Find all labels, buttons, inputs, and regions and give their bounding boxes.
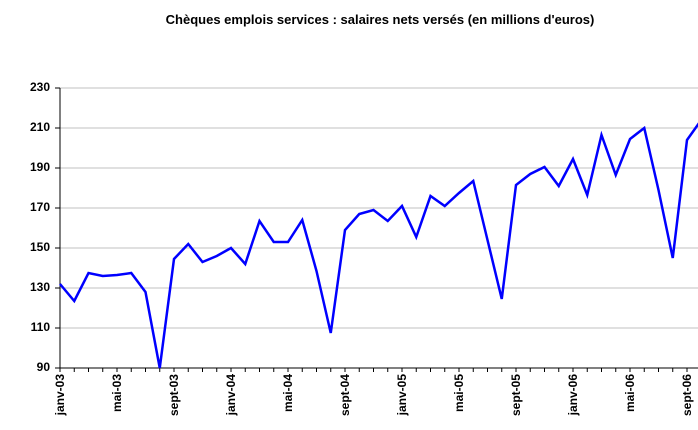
x-tick-label: sept-05 [509, 374, 523, 416]
x-tick-label: mai-06 [623, 374, 637, 412]
x-tick-label: sept-06 [680, 374, 694, 416]
x-tick-label: sept-03 [167, 374, 181, 416]
y-tick-label: 190 [30, 160, 50, 174]
x-tick-label: janv-05 [395, 374, 409, 417]
y-tick-label: 130 [30, 280, 50, 294]
y-tick-label: 110 [31, 320, 51, 334]
y-tick-label: 170 [30, 200, 50, 214]
data-line [59, 122, 698, 369]
x-tick-label: sept-04 [338, 374, 352, 416]
x-tick-label: mai-03 [110, 374, 124, 412]
x-tick-label: mai-05 [452, 374, 466, 412]
chart-title: Chèques emplois services : salaires nets… [165, 12, 595, 27]
y-tick-label: 150 [30, 240, 50, 254]
x-tick-label: mai-04 [281, 374, 295, 412]
y-tick-label: 230 [30, 80, 50, 94]
x-tick-label: janv-06 [566, 374, 580, 417]
y-tick-label: 90 [37, 360, 51, 374]
x-tick-label: janv-04 [224, 374, 238, 417]
x-tick-label: janv-03 [53, 374, 67, 417]
y-tick-label: 210 [30, 120, 50, 134]
